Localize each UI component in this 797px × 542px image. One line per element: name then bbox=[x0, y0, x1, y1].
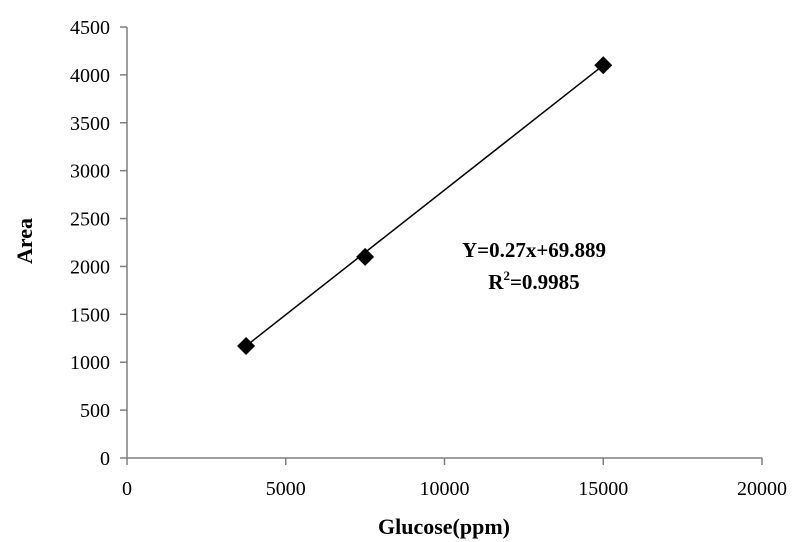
data-point-marker bbox=[356, 247, 375, 266]
r2-prefix: R bbox=[488, 270, 504, 294]
equation-annotation: Y=0.27x+69.889 bbox=[462, 238, 606, 262]
y-tick-label: 4000 bbox=[70, 65, 110, 87]
y-axis-label: Area bbox=[12, 218, 37, 264]
x-tick-label: 5000 bbox=[266, 478, 306, 500]
y-tick-label: 4500 bbox=[70, 17, 110, 39]
data-point-marker bbox=[594, 56, 613, 75]
y-tick-label: 2500 bbox=[70, 209, 110, 231]
y-tick-label: 2000 bbox=[70, 256, 110, 278]
x-tick-label: 15000 bbox=[578, 478, 628, 500]
x-axis-ticks: 0 5000 10000 15000 20000 bbox=[122, 458, 787, 500]
y-tick-label: 500 bbox=[80, 400, 110, 422]
r2-superscript: 2 bbox=[503, 268, 510, 283]
trendline bbox=[245, 64, 604, 347]
r2-value: =0.9985 bbox=[510, 270, 580, 294]
x-tick-label: 10000 bbox=[420, 478, 470, 500]
y-tick-label: 1500 bbox=[70, 304, 110, 326]
y-tick-label: 1000 bbox=[70, 352, 110, 374]
y-tick-label: 0 bbox=[100, 448, 110, 470]
x-tick-label: 20000 bbox=[737, 478, 787, 500]
x-axis-label: Glucose(ppm) bbox=[378, 514, 510, 539]
x-tick-label: 0 bbox=[122, 478, 132, 500]
y-tick-label: 3500 bbox=[70, 113, 110, 135]
y-axis-ticks: 0 500 1000 1500 2000 2500 3000 3500 4000 4500 bbox=[70, 17, 127, 470]
y-tick-label: 3000 bbox=[70, 161, 110, 183]
data-points bbox=[237, 56, 613, 355]
data-point-marker bbox=[237, 336, 256, 355]
r-squared-annotation: R2=0.9985 bbox=[488, 268, 579, 294]
